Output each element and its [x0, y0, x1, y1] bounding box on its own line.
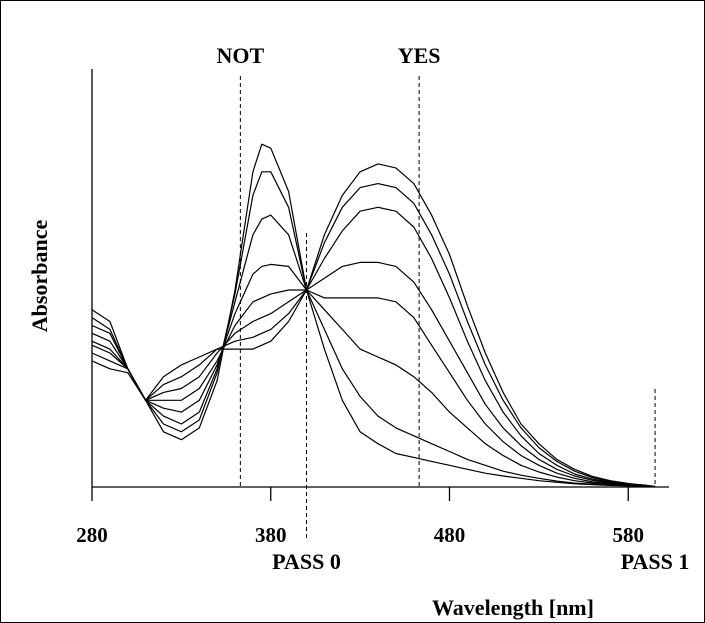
series-line-5	[91, 206, 656, 488]
series-line-3	[91, 263, 656, 488]
marker-label-pass-0: PASS 0	[272, 549, 341, 574]
x-tick-label-3: 580	[613, 523, 645, 547]
y-axis-label: Absorbance	[27, 220, 52, 333]
marker-label-not: NOT	[217, 43, 265, 68]
x-tick-label-2: 480	[434, 523, 466, 547]
marker-label-yes: YES	[398, 43, 441, 68]
series-line-0	[91, 143, 656, 488]
series-line-6	[91, 183, 656, 488]
series-line-1	[91, 171, 656, 488]
x-tick-label-0: 280	[76, 523, 108, 547]
series-line-7	[91, 163, 656, 488]
x-axis-label: Wavelength [nm]	[432, 595, 594, 620]
x-tick-label-1: 380	[255, 523, 287, 547]
series-line-4	[91, 261, 656, 488]
marker-label-pass-1: PASS 1	[621, 549, 690, 574]
series-line-2	[91, 214, 656, 488]
